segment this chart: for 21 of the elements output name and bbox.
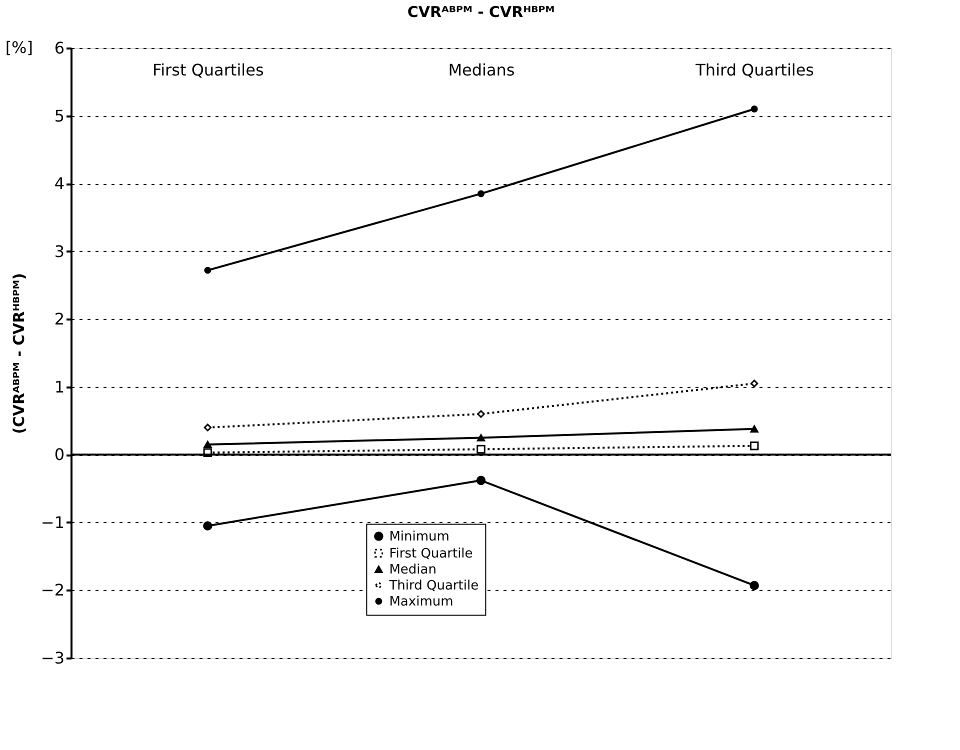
y-tick-label: −3 [40,648,64,668]
x-tick-label: Third Quartiles [694,60,814,80]
legend-label: Minimum [389,529,450,544]
y-tick-label: −1 [40,512,64,532]
chart-title: CVRᴬᴮᴾᴹ - CVRᴴᴮᴾᴹ [407,3,555,21]
text: [%] [5,38,33,57]
legend-label: Median [389,562,436,578]
legend-label: Maximum [389,594,454,610]
legend-label: Third Quartile [388,578,479,594]
y-tick-label: −2 [40,580,64,600]
x-tick-label: First Quartiles [152,60,264,80]
y-tick-label: 2 [54,310,64,329]
x-tick-label: Medians [448,60,515,80]
y-tick-label: 0 [54,445,64,464]
y-tick-label: 3 [54,242,64,261]
legend-label: First Quartile [389,546,473,562]
y-axis-title: (CVRᴬᴮᴾᴹ - CVRᴴᴮᴾᴹ) [10,273,28,434]
y-tick-label: 1 [54,377,64,396]
y-tick-label: 4 [54,174,64,194]
y-tick-label: 5 [54,106,64,126]
y-tick-label: 6 [54,38,64,58]
